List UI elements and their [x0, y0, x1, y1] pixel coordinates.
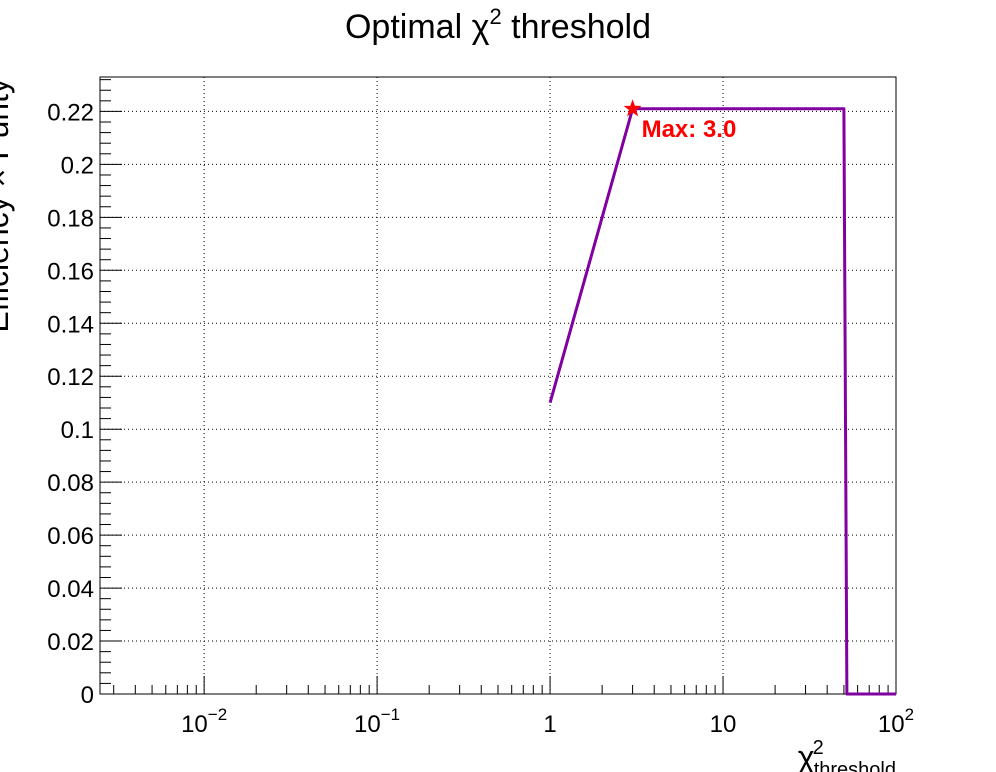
series: [548, 107, 896, 696]
x-tick-label: 10: [710, 711, 737, 738]
y-tick-label: 0: [81, 682, 94, 709]
x-tick-label: 102: [878, 705, 914, 738]
x-tick-label: 10−1: [354, 705, 400, 738]
tick-labels: 0 0.02 0.04 0.06 0.08 0.1 0.12 0.14 0.16 0.18 0.2 0…: [47, 99, 914, 738]
axis-ticks: [100, 79, 897, 695]
y-tick-label: 0.08: [47, 470, 94, 497]
y-tick-label: 0.22: [47, 99, 94, 126]
y-tick-label: 0.16: [47, 258, 94, 285]
y-tick-label: 0.12: [47, 364, 94, 391]
max-annotation: Max: 3.0: [642, 116, 737, 143]
x-tick-label: 10−2: [181, 705, 227, 738]
y-tick-label: 0.2: [61, 152, 94, 179]
y-tick-label: 0.1: [61, 417, 94, 444]
max-marker-group: Max: 3.0: [623, 99, 737, 143]
x-tick-label: 1: [543, 711, 556, 738]
y-tick-label: 0.04: [47, 576, 94, 603]
plot-frame: [99, 76, 897, 695]
y-axis-label: Efficiency × Purity: [0, 78, 15, 333]
y-tick-label: 0.14: [47, 311, 94, 338]
chart-title: Optimal χ2 threshold: [345, 4, 651, 46]
series-line: [548, 107, 896, 696]
max-marker: [623, 99, 642, 117]
y-tick-label: 0.18: [47, 205, 94, 232]
grid: [100, 77, 896, 694]
x-axis-label: χ2 threshold: [798, 737, 896, 772]
y-tick-label: 0.02: [47, 629, 94, 656]
y-tick-label: 0.06: [47, 523, 94, 550]
